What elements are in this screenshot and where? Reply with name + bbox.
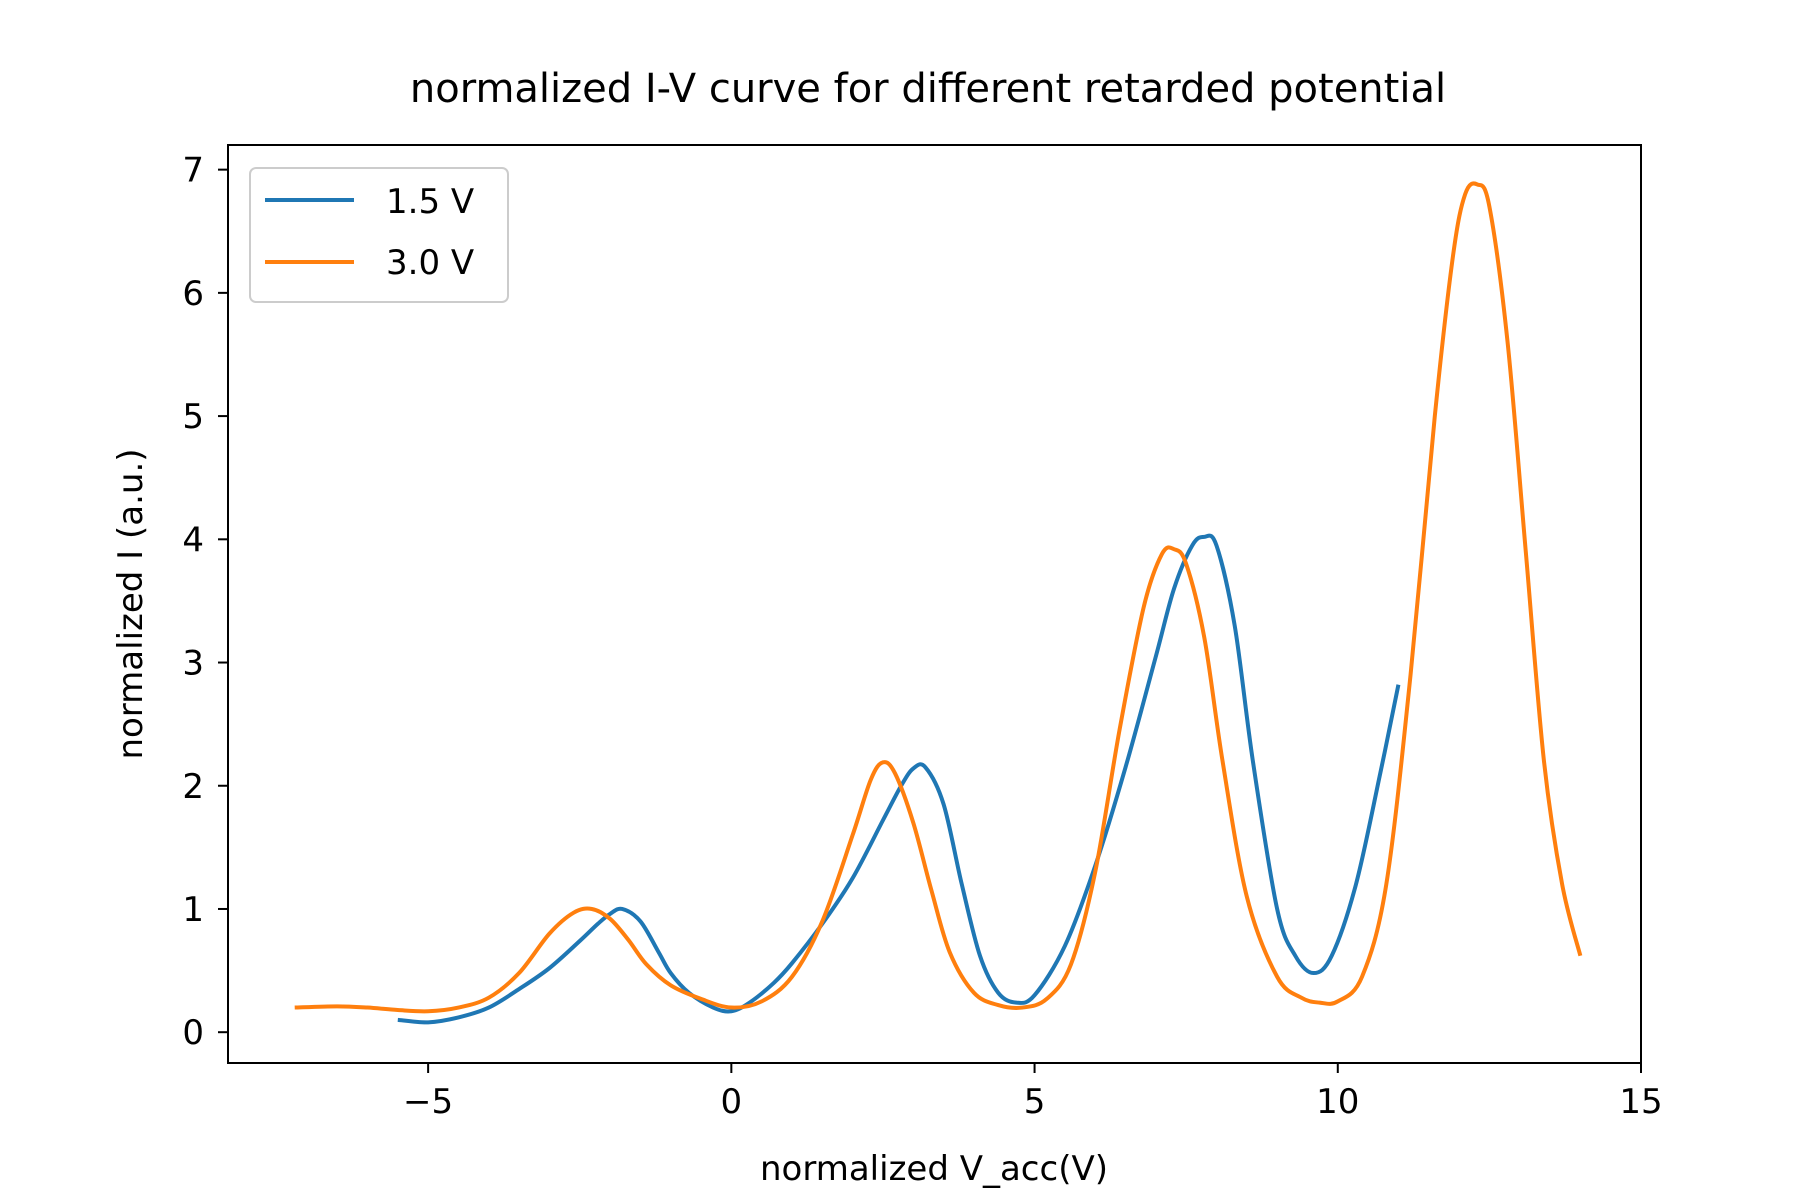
x-tick-label: 5 — [1024, 1082, 1046, 1122]
legend: 1.5 V 3.0 V — [249, 167, 509, 303]
x-axis: −5 0 5 10 15 — [403, 1063, 1663, 1122]
series-line-1.5V — [397, 533, 1401, 1025]
y-tick-label: 3 — [182, 644, 204, 684]
x-tick-label: 10 — [1316, 1082, 1359, 1122]
x-axis-label: normalized V_acc(V) — [760, 1149, 1108, 1189]
y-axis-label: normalized I (a.u.) — [111, 448, 151, 759]
y-tick-label: 4 — [182, 520, 204, 560]
x-tick-label: 0 — [721, 1082, 743, 1122]
y-tick-label: 1 — [182, 890, 204, 930]
y-tick-label: 6 — [182, 274, 204, 314]
x-tick-label: 15 — [1619, 1082, 1662, 1122]
series-line-3.0V — [294, 181, 1583, 1014]
y-tick-label: 5 — [182, 397, 204, 437]
legend-label-1.5V: 1.5 V — [386, 182, 474, 222]
y-tick-label: 7 — [182, 151, 204, 191]
y-axis: 0 1 2 3 4 5 6 7 — [182, 151, 228, 1053]
legend-label-3.0V: 3.0 V — [386, 243, 474, 283]
chart-title: normalized I-V curve for different retar… — [410, 66, 1446, 112]
x-tick-label: −5 — [403, 1082, 453, 1122]
y-tick-label: 0 — [182, 1013, 204, 1053]
series-layer — [294, 181, 1583, 1025]
y-tick-label: 2 — [182, 767, 204, 807]
